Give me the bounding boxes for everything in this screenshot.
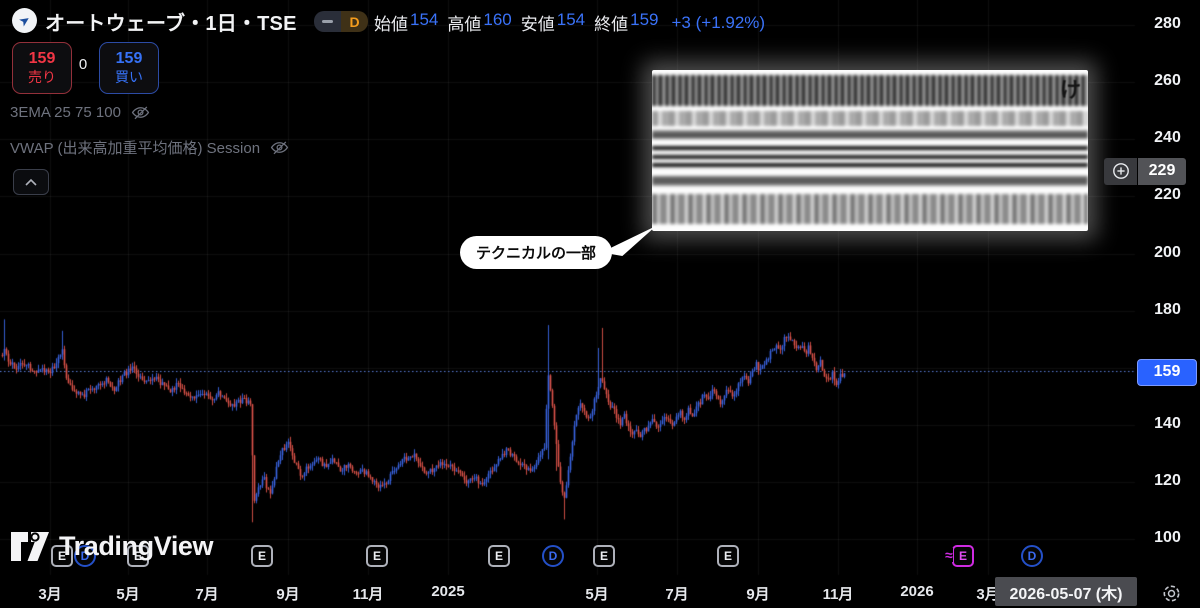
blur-smear	[652, 146, 1088, 170]
legend-collapse-button[interactable]	[13, 169, 49, 195]
estimate-wave-icon: ≈	[945, 547, 953, 563]
indicator-name: VWAP (出来高加重平均価格) Session	[10, 140, 261, 157]
low-value: 154	[556, 10, 586, 29]
time-tick-label: 9月	[746, 586, 770, 603]
blur-smear	[652, 130, 1088, 139]
symbol-logo-icon: ➤	[12, 8, 37, 33]
time-tick-label: 11月	[352, 586, 384, 603]
earnings-badge[interactable]: E	[717, 545, 739, 567]
spread-value: 0	[78, 56, 88, 73]
time-axis[interactable]: 3月 5月 7月 9月 11月 2025 5月 7月 9月 11月 2026 3月	[0, 583, 1200, 608]
sell-label: 売り	[28, 69, 56, 86]
earnings-badge[interactable]: E	[51, 545, 73, 567]
price-tick-label: 220	[1154, 186, 1181, 204]
price-tick-label: 100	[1154, 529, 1181, 547]
price-tick-label: 140	[1154, 415, 1181, 433]
blur-smear	[652, 194, 1088, 224]
time-tick-label: 5月	[585, 586, 609, 603]
price-tick-label: 120	[1154, 472, 1181, 490]
price-tick-label: 280	[1154, 15, 1181, 32]
gear-icon	[1163, 585, 1179, 601]
watermark-brand: TradingView	[59, 531, 214, 561]
chart-style-icon[interactable]	[314, 11, 341, 32]
buy-label: 買い	[115, 69, 143, 86]
last-price-badge: 159	[1137, 358, 1197, 386]
earnings-badge[interactable]: E	[366, 545, 388, 567]
open-value: 154	[410, 10, 439, 29]
symbol-title[interactable]: オートウェーブ・1日・TSE	[45, 13, 297, 35]
time-tick-label: 2026	[900, 583, 934, 600]
buy-button[interactable]: 159 買い	[99, 42, 159, 94]
callout-label: テクニカルの一部	[476, 245, 597, 262]
dividend-badge[interactable]: D	[542, 545, 564, 567]
time-tick-label: 7月	[665, 586, 689, 603]
open-label: 始値	[374, 15, 408, 34]
time-tick-label: 11月	[822, 586, 854, 603]
earnings-badge[interactable]: E	[251, 545, 273, 567]
add-alert-button[interactable]	[1104, 157, 1137, 185]
earnings-badge[interactable]: E	[127, 545, 149, 567]
high-value: 160	[483, 10, 512, 29]
time-tick-label: 3月	[38, 586, 62, 603]
sell-price: 159	[28, 50, 56, 68]
time-tick-label: 7月	[195, 586, 219, 603]
axis-settings-button[interactable]	[1158, 580, 1184, 606]
price-tick-label: 200	[1154, 243, 1181, 261]
paper-plane-icon: ➤	[15, 11, 34, 30]
low-label: 安値	[520, 15, 555, 34]
close-value: 159	[630, 10, 659, 29]
close-label: 終値	[594, 15, 629, 34]
time-tick-label: 5月	[116, 586, 140, 603]
dividend-badge[interactable]: D	[1021, 545, 1043, 567]
chevron-up-icon	[25, 178, 37, 186]
blurred-content-box: け	[652, 70, 1088, 231]
price-tick-label: 240	[1154, 129, 1181, 147]
blur-smear	[652, 176, 1088, 186]
sell-button[interactable]: 159 売り	[12, 42, 72, 94]
earnings-badge[interactable]: E	[488, 545, 510, 567]
crosshair-price-row: 229	[1104, 157, 1186, 185]
price-tick-label: 260	[1154, 72, 1181, 90]
blur-smear	[652, 75, 1088, 106]
interval-daily-badge[interactable]: D	[341, 11, 368, 32]
callout-bubble: テクニカルの一部	[460, 236, 613, 269]
crosshair-date-label: 2026-05-07 (木)	[995, 577, 1137, 606]
interval-selector[interactable]: D	[314, 11, 368, 32]
dividend-badge[interactable]: D	[74, 545, 96, 567]
tradingview-watermark: TradingView	[10, 531, 214, 562]
price-axis[interactable]: 280 260 240 220 200 180 140 120 100	[1135, 0, 1200, 575]
ohlc-readout: 始値 154 高値 160 安値 154 終値 159 +3 (+1.92%)	[374, 10, 765, 35]
crosshair-price-label: 229	[1138, 157, 1186, 185]
high-label: 高値	[447, 15, 482, 34]
eye-off-icon[interactable]	[131, 103, 150, 122]
indicator-name: 3EMA 25 75 100	[10, 104, 121, 121]
time-tick-label: 2025	[431, 583, 465, 600]
tradingview-logo-icon	[11, 532, 49, 561]
indicator-row-3ema[interactable]: 3EMA 25 75 100	[10, 103, 150, 122]
plus-circle-icon	[1112, 163, 1129, 180]
time-tick-label: 3月	[976, 586, 1000, 603]
price-tick-label: 180	[1154, 300, 1181, 318]
eye-off-icon[interactable]	[270, 138, 289, 157]
blur-corner-char: け	[1060, 79, 1081, 102]
change-value: +3 (+1.92%)	[671, 12, 766, 32]
buy-price: 159	[115, 50, 143, 68]
earnings-estimate-badge[interactable]: E ≈	[945, 545, 974, 567]
indicator-row-vwap[interactable]: VWAP (出来高加重平均価格) Session	[10, 137, 289, 158]
blur-smear	[652, 111, 1088, 126]
time-tick-label: 9月	[276, 586, 300, 603]
earnings-badge[interactable]: E	[593, 545, 615, 567]
